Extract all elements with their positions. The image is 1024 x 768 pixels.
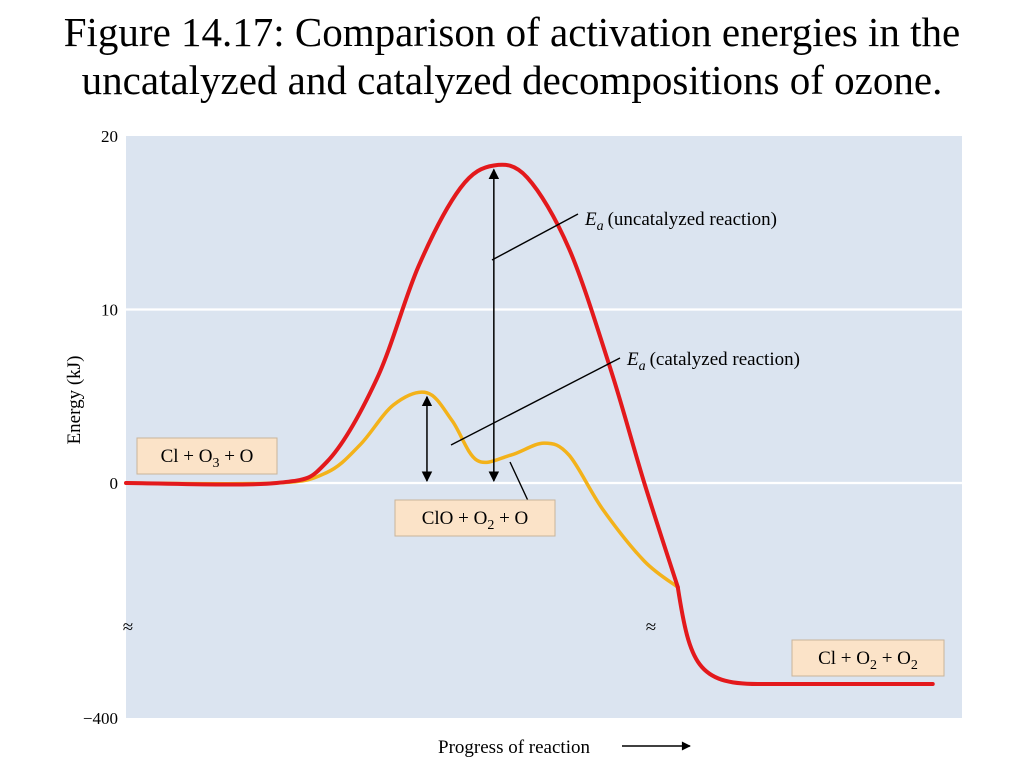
- axis-break-symbol: ≈: [123, 617, 133, 638]
- reactants-label-box: [136, 437, 278, 475]
- intermediate-label-box: [394, 499, 556, 537]
- y-tick-label: 0: [110, 474, 119, 493]
- plot-background: [126, 136, 962, 718]
- ea-subscript: a: [597, 219, 604, 234]
- formula-text: Cl + O: [161, 446, 213, 467]
- uncatalyzed-curve: [124, 162, 680, 590]
- leader-line-uncatalyzed: [491, 213, 579, 261]
- figure-title: Figure 14.17: Comparison of activation e…: [0, 8, 1024, 104]
- formula-text: + O: [219, 446, 253, 467]
- y-axis-label: Energy (kJ): [64, 356, 85, 445]
- curve-break-symbol: ≈: [646, 617, 656, 638]
- y-tick-label: 10: [101, 301, 118, 320]
- title-line-2: uncatalyzed and catalyzed decompositions…: [81, 57, 943, 103]
- activation-arrows: [421, 168, 500, 483]
- energy-curves: [124, 162, 935, 686]
- formula-text: Cl + O: [818, 648, 870, 669]
- intermediate-label-text: ClO + O2 + O: [422, 508, 529, 533]
- formula-text: ClO + O: [422, 508, 488, 529]
- products-label: Cl + O2 + O2: [791, 639, 945, 677]
- ea-catalyzed-label: Ea (catalyzed reaction): [626, 349, 800, 374]
- ea-subscript: a: [639, 359, 646, 374]
- uncatalyzed-text: (uncatalyzed reaction): [608, 209, 777, 230]
- ea-uncatalyzed-label: Ea (uncatalyzed reaction): [584, 209, 777, 234]
- ea-symbol: E: [584, 209, 597, 230]
- formula-text: + O: [877, 648, 911, 669]
- intermediate-label: ClO + O2 + O: [394, 499, 556, 537]
- catalyzed-text: (catalyzed reaction): [650, 349, 800, 370]
- products-label-text: Cl + O2 + O2: [818, 648, 918, 673]
- formula-text: + O: [494, 508, 528, 529]
- y-tick-label: −400: [83, 709, 118, 728]
- reactants-label-text: Cl + O3 + O: [161, 446, 254, 471]
- subscript: 3: [212, 456, 219, 471]
- product-curve-segment: [675, 585, 935, 686]
- subscript: 2: [487, 518, 494, 533]
- leader-line-catalyzed: [450, 357, 621, 446]
- ea-symbol: E: [626, 349, 639, 370]
- y-tick-labels: 20 10 0 −400: [83, 127, 118, 728]
- subscript: 2: [911, 658, 918, 673]
- catalyzed-curve: [124, 390, 680, 589]
- y-tick-label: 20: [101, 127, 118, 146]
- leader-line-intermediate: [509, 461, 531, 506]
- x-axis-label: Progress of reaction: [438, 737, 590, 758]
- products-label-box: [791, 639, 945, 677]
- title-line-1: Figure 14.17: Comparison of activation e…: [63, 9, 961, 55]
- subscript: 2: [870, 658, 877, 673]
- reactants-label: Cl + O3 + O: [136, 437, 278, 475]
